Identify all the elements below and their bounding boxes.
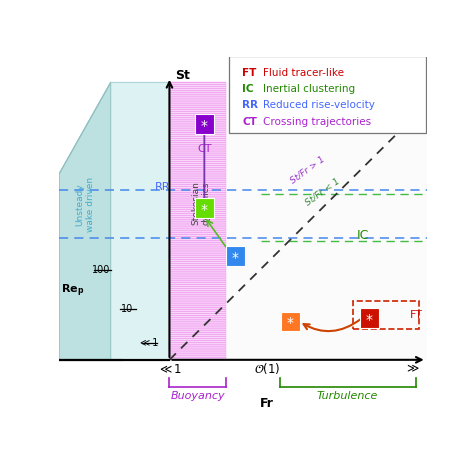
FancyBboxPatch shape [360, 308, 379, 328]
Bar [169, 82, 227, 360]
Text: Unsteady
wake driven: Unsteady wake driven [75, 177, 95, 232]
Text: Stokesian
dynamics: Stokesian dynamics [191, 181, 210, 225]
Text: Fr: Fr [260, 397, 274, 410]
Text: 100: 100 [92, 265, 111, 275]
Text: RR: RR [155, 182, 170, 192]
Text: St/Fr > 1: St/Fr > 1 [289, 154, 327, 185]
Text: Reduced rise-velocity: Reduced rise-velocity [263, 100, 375, 110]
Text: Crossing trajectories: Crossing trajectories [263, 117, 371, 127]
Text: 10: 10 [121, 304, 133, 314]
FancyBboxPatch shape [282, 311, 300, 331]
Text: $\mathbf{Re_p}$: $\mathbf{Re_p}$ [61, 283, 84, 299]
Polygon shape [59, 82, 169, 360]
Text: FT: FT [242, 68, 256, 78]
FancyBboxPatch shape [229, 56, 426, 133]
Text: St: St [175, 69, 190, 82]
Text: $*$: $*$ [231, 249, 240, 263]
Text: IC: IC [242, 84, 254, 94]
Text: FT: FT [410, 310, 423, 320]
Text: IC: IC [357, 229, 369, 242]
Text: $\ll 1$: $\ll 1$ [157, 363, 182, 375]
Text: Turbulence: Turbulence [317, 391, 378, 401]
Text: $\gg$: $\gg$ [404, 363, 420, 375]
Text: CT: CT [242, 117, 257, 127]
Text: $*$: $*$ [365, 311, 374, 325]
Text: St/Fr < 1: St/Fr < 1 [303, 176, 341, 208]
FancyBboxPatch shape [227, 246, 245, 266]
Text: Fluid tracer-like: Fluid tracer-like [263, 68, 344, 78]
Text: CT: CT [197, 144, 211, 154]
Text: $*$: $*$ [286, 314, 295, 328]
Bar [169, 82, 227, 360]
FancyBboxPatch shape [195, 115, 213, 134]
Polygon shape [59, 82, 110, 360]
Text: ≪ 1: ≪ 1 [140, 338, 158, 348]
Text: $\mathcal{O}(1)$: $\mathcal{O}(1)$ [254, 361, 280, 375]
Text: Inertial clustering: Inertial clustering [263, 84, 355, 94]
Text: $*$: $*$ [200, 118, 209, 131]
FancyBboxPatch shape [195, 199, 213, 218]
Text: $*$: $*$ [200, 201, 209, 215]
Text: Buoyancy: Buoyancy [171, 391, 225, 401]
Bar [169, 82, 427, 360]
Text: RR: RR [242, 100, 258, 110]
